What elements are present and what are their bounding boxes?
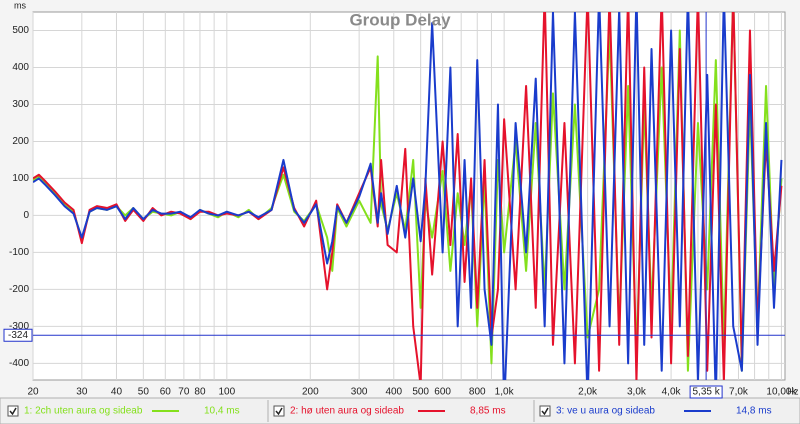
y-tick-label: 100 xyxy=(12,173,29,184)
series-line xyxy=(33,12,783,372)
legend-checkbox[interactable] xyxy=(273,405,285,417)
legend-label: 2: hø uten aura og sideab xyxy=(290,406,404,417)
legend-check xyxy=(541,407,549,416)
x-tick-label: 500 xyxy=(412,387,429,398)
x-tick-label: 70 xyxy=(178,387,190,398)
cursor-x-label: 5,35 k xyxy=(692,387,720,398)
legend-bar xyxy=(0,397,800,424)
legend-label: 3: ve u aura og sideab xyxy=(556,406,655,417)
series-line xyxy=(33,12,783,380)
x-tick-label: 30 xyxy=(76,387,88,398)
x-tick-label: 600 xyxy=(434,387,451,398)
y-tick-label: 500 xyxy=(12,25,29,36)
x-tick-label: 200 xyxy=(302,387,319,398)
legend-check xyxy=(9,407,17,416)
x-tick-label: 400 xyxy=(385,387,402,398)
legend-label: 1: 2ch uten aura og sideab xyxy=(24,406,143,417)
x-tick-label: 40 xyxy=(111,387,123,398)
cursor-x-box xyxy=(689,385,723,399)
x-tick-label: 7,0k xyxy=(729,387,749,398)
cursor-y-box xyxy=(3,328,33,342)
legend-checkbox[interactable] xyxy=(7,405,19,417)
y-tick-label: 300 xyxy=(12,99,29,110)
legend-value: 8,85 ms xyxy=(470,406,506,417)
y-tick-label: 0 xyxy=(23,210,29,221)
y-tick-label: -200 xyxy=(9,284,29,295)
legend-value: 14,8 ms xyxy=(736,406,772,417)
cursor-y-label: -324 xyxy=(8,330,28,341)
x-tick-label: 80 xyxy=(194,387,206,398)
y-tick-label: -300 xyxy=(9,321,29,332)
y-tick-label: -400 xyxy=(9,358,29,369)
legend-check xyxy=(275,407,283,416)
x-tick-label: 100 xyxy=(218,387,235,398)
y-tick-label: 400 xyxy=(12,62,29,73)
x-tick-label: 3,0k xyxy=(627,387,647,398)
x-unit: Hz xyxy=(788,386,799,396)
x-tick-label: 2,0k xyxy=(578,387,598,398)
legend-checkbox[interactable] xyxy=(539,405,551,417)
x-tick-label: 20 xyxy=(27,387,39,398)
series-line xyxy=(33,12,783,380)
x-tick-label: 800 xyxy=(469,387,486,398)
legend-value: 10,4 ms xyxy=(204,406,240,417)
chart-title: Group Delay xyxy=(349,10,451,29)
x-tick-label: 50 xyxy=(138,387,150,398)
y-unit: ms xyxy=(14,0,26,10)
y-tick-label: -100 xyxy=(9,247,29,258)
x-tick-label: 4,0k xyxy=(662,387,682,398)
x-tick-label: 10,00k xyxy=(766,387,797,398)
y-tick-label: 200 xyxy=(12,136,29,147)
x-tick-label: 60 xyxy=(160,387,172,398)
x-tick-label: 1,0k xyxy=(495,387,515,398)
x-tick-label: 300 xyxy=(351,387,368,398)
